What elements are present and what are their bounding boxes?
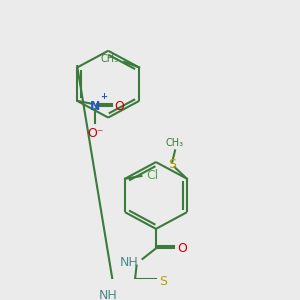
Text: NH: NH [119,256,138,269]
Text: CH₃: CH₃ [100,54,118,64]
Text: +: + [100,92,107,101]
Text: N: N [90,100,100,113]
Text: S: S [168,158,176,171]
Text: O⁻: O⁻ [87,127,103,140]
Text: O: O [177,242,187,255]
Text: S: S [159,275,167,288]
Text: Cl: Cl [146,169,158,182]
Text: CH₃: CH₃ [166,138,184,148]
Text: O: O [115,100,124,113]
Text: NH: NH [98,289,117,300]
